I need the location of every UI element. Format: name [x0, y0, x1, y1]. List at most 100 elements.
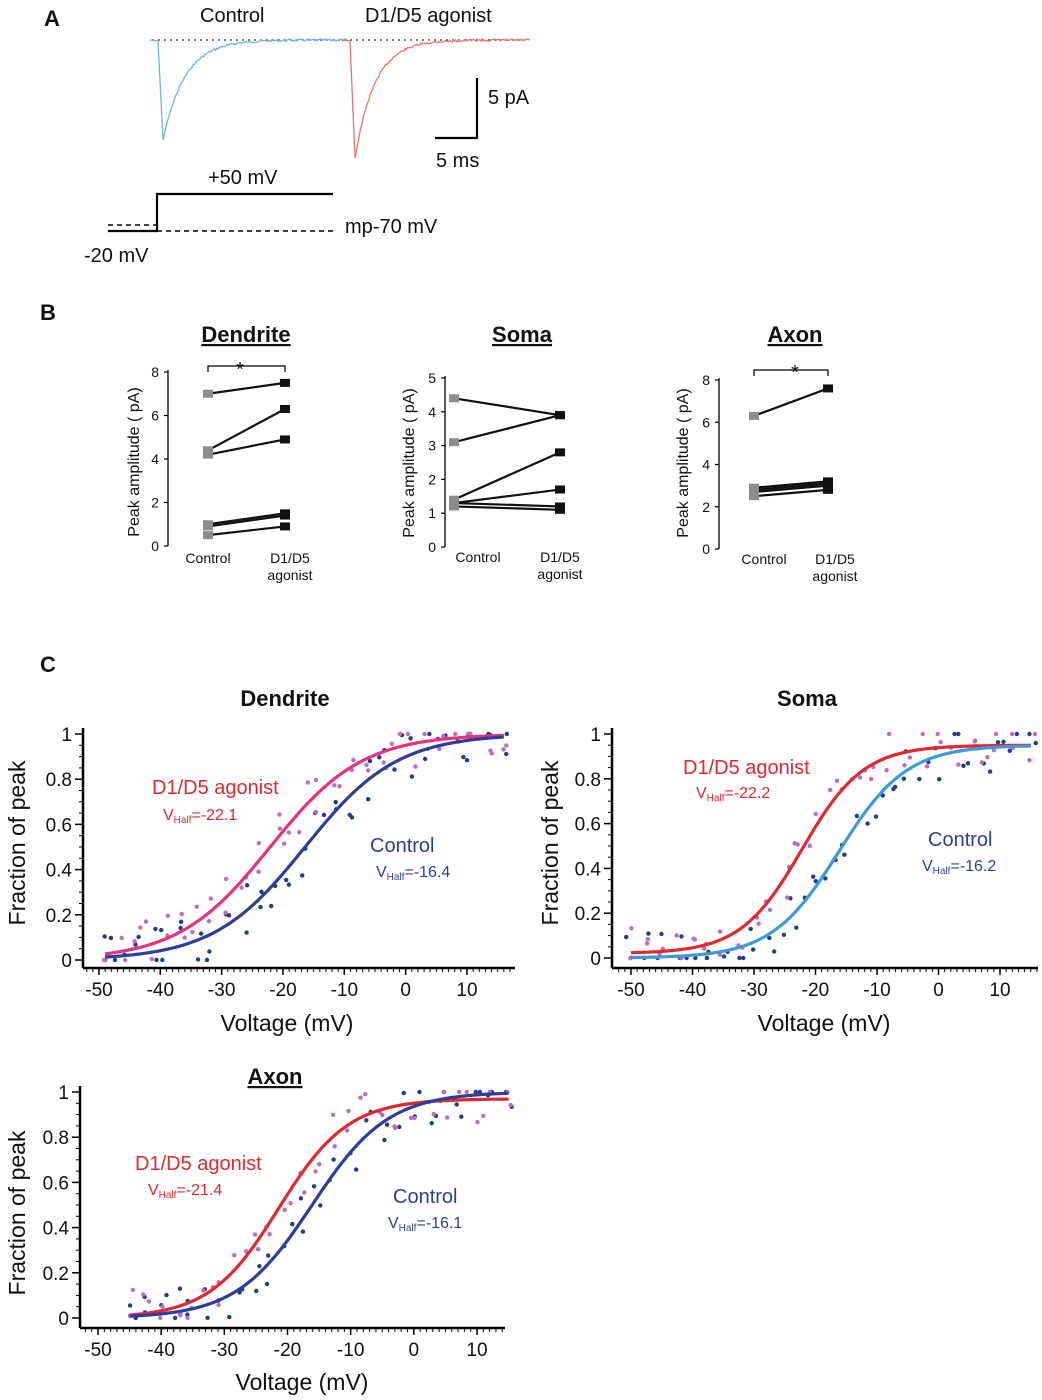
data-point: [629, 926, 634, 931]
y-tick-label: 6: [702, 414, 710, 430]
data-point: [380, 1112, 385, 1118]
current-trace-control: [149, 38, 348, 141]
data-point: [300, 1229, 306, 1234]
data-point: [178, 919, 184, 924]
data-point: [232, 1253, 237, 1258]
paired-line: [453, 414, 561, 444]
data-point: [811, 874, 816, 879]
data-point: [178, 1313, 183, 1318]
vhalf-prefix: V: [376, 864, 387, 881]
data-point: [751, 947, 756, 952]
data-point: [987, 769, 993, 774]
y-tick-label: 1: [58, 1083, 69, 1104]
x-tick-label: -20: [274, 1340, 301, 1361]
data-point: [102, 934, 107, 939]
data-point: [130, 1287, 136, 1293]
y-tick-label: 0.2: [575, 904, 601, 925]
data-point: [302, 1190, 307, 1195]
data-point: [207, 949, 212, 954]
data-point: [508, 1102, 513, 1108]
data-point: [956, 731, 961, 737]
data-point: [257, 1264, 262, 1269]
point-agonist: [823, 481, 833, 490]
y-tick-label: 0.2: [43, 1264, 69, 1285]
y-axis-label: Fraction of peak: [537, 760, 563, 925]
data-point: [354, 1167, 359, 1172]
data-point: [691, 936, 696, 941]
fit-curve: [104, 733, 504, 956]
data-point: [132, 939, 137, 944]
data-point: [366, 797, 371, 802]
data-point: [453, 731, 458, 737]
data-point: [160, 1304, 165, 1309]
point-control: [203, 531, 213, 540]
trace-label-control: Control: [200, 5, 264, 27]
data-point: [216, 1302, 221, 1308]
data-point: [924, 764, 930, 769]
data-point: [431, 1111, 436, 1117]
data-point: [737, 955, 742, 961]
data-point: [935, 731, 940, 737]
data-point: [920, 731, 925, 737]
paired-line: [753, 480, 829, 489]
vhalf-sub: Half: [707, 793, 725, 804]
vhalf-control: VHalf=-16.4: [376, 864, 450, 883]
panel-a-label: A: [44, 6, 60, 31]
data-point: [290, 1221, 295, 1227]
series-label-agonist: D1/D5 agonist: [683, 757, 810, 779]
point-control: [449, 438, 459, 447]
vhalf-agonist: VHalf=-21.4: [148, 1182, 222, 1201]
data-point: [721, 954, 727, 959]
point-agonist: [555, 505, 565, 514]
data-point: [367, 758, 373, 764]
data-point: [422, 756, 428, 762]
data-point: [884, 768, 889, 773]
data-point: [201, 1288, 206, 1293]
data-point: [1007, 748, 1012, 753]
data-point: [785, 895, 790, 900]
data-point: [284, 877, 289, 883]
y-tick-label: 0.8: [43, 1128, 69, 1149]
chart-title: Soma: [777, 686, 838, 711]
data-point: [305, 780, 310, 785]
paired-line: [753, 387, 829, 417]
y-tick-label: 0.6: [575, 815, 601, 836]
data-point: [504, 731, 509, 737]
data-point: [358, 1095, 363, 1100]
data-point: [646, 931, 651, 936]
vhalf-agonist: VHalf=-22.1: [163, 807, 237, 826]
data-point: [195, 957, 201, 962]
data-point: [254, 1288, 259, 1294]
data-point: [902, 763, 907, 768]
data-point: [413, 764, 418, 769]
y-tick-label: 5: [428, 370, 436, 386]
data-point: [160, 957, 165, 963]
y-tick-label: 2: [151, 495, 159, 511]
data-point: [300, 873, 305, 878]
data-point: [154, 957, 159, 963]
data-point: [437, 746, 442, 751]
data-point: [1027, 731, 1032, 737]
data-point: [173, 1315, 178, 1321]
data-point: [223, 910, 228, 915]
point-control: [449, 394, 459, 403]
data-point: [204, 957, 210, 963]
x-tick-label: 10: [989, 980, 1010, 1001]
data-point: [244, 883, 250, 888]
data-point: [158, 1315, 163, 1321]
data-point: [185, 1312, 190, 1317]
data-point: [185, 1315, 190, 1321]
data-point: [504, 751, 509, 757]
data-point: [409, 774, 415, 779]
y-axis-label: Peak amplitude ( pA): [675, 388, 692, 537]
data-point: [501, 747, 506, 752]
data-point: [741, 955, 746, 961]
x-tick-label: 0: [409, 1340, 420, 1361]
scale-bar-current: 5 pA: [488, 87, 530, 109]
x-tick-control: Control: [741, 551, 786, 567]
y-tick-label: 0.2: [46, 906, 72, 927]
data-point: [258, 904, 263, 910]
fit-curve: [630, 743, 1031, 955]
data-point: [481, 1113, 486, 1119]
y-tick-label: 0.4: [46, 861, 73, 882]
